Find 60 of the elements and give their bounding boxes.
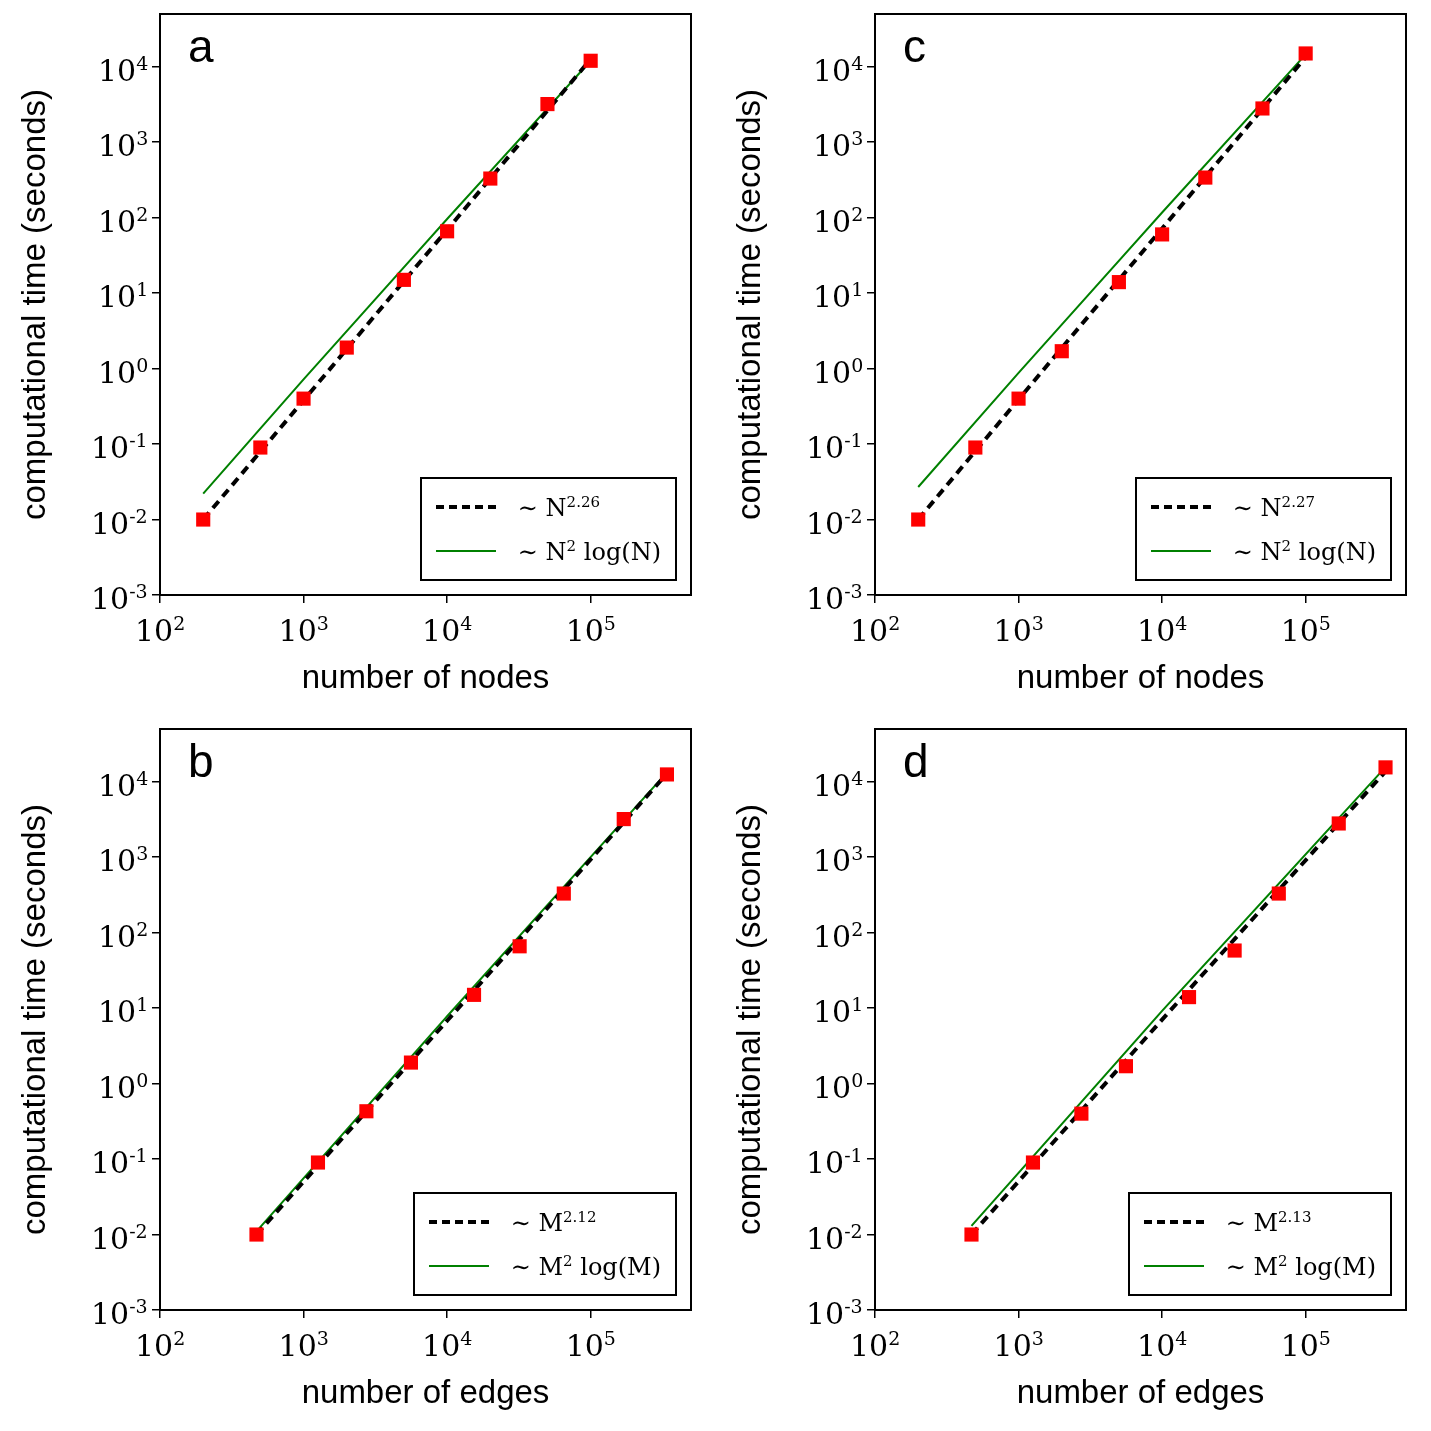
x-tick-label: 10$^{3}$ [278, 611, 329, 649]
legend-label: ∼ M$^{2}$ log(M) [1225, 1251, 1376, 1281]
y-tick-label: 10$^{0}$ [813, 352, 864, 391]
annotation: c [903, 19, 926, 72]
y-tick-label: 10$^{-2}$ [806, 1218, 863, 1257]
x-tick-label: 10$^{5}$ [1280, 1326, 1331, 1364]
legend-label: ∼ N$^{2.27}$ [1232, 492, 1316, 522]
y-tick-label: 10$^{-2}$ [91, 1218, 148, 1257]
x-tick-label: 10$^{5}$ [1280, 611, 1331, 649]
x-tick-label: 10$^{4}$ [1137, 611, 1188, 649]
x-tick-label: 10$^{3}$ [278, 1326, 329, 1364]
x-axis-title: number of edges [301, 1373, 550, 1411]
annotation: a [188, 19, 214, 72]
y-tick-label: 10$^{4}$ [98, 50, 149, 89]
legend-label: ∼ N$^{2.26}$ [517, 492, 601, 522]
y-axis-title: computational time (seconds) [14, 88, 52, 521]
x-tick-label: 10$^{5}$ [565, 1326, 616, 1364]
y-tick-label: 10$^{3}$ [813, 841, 864, 880]
y-tick-label: 10$^{1}$ [98, 992, 149, 1031]
y-tick-label: 10$^{2}$ [98, 916, 149, 955]
y-tick-label: 10$^{-2}$ [806, 503, 863, 542]
x-axis-title: number of nodes [301, 658, 550, 696]
y-tick-label: 10$^{-1}$ [806, 1143, 863, 1182]
y-tick-label: 10$^{3}$ [98, 126, 149, 165]
y-tick-label: 10$^{-2}$ [91, 503, 148, 542]
y-tick-label: 10$^{1}$ [813, 992, 864, 1031]
y-tick-label: 10$^{2}$ [813, 916, 864, 955]
y-tick-label: 10$^{4}$ [813, 765, 864, 804]
y-tick-label: 10$^{4}$ [813, 50, 864, 89]
legend-label: ∼ M$^{2.13}$ [1225, 1207, 1312, 1237]
y-axis-title: computational time (seconds) [14, 803, 52, 1236]
y-axis-title: computational time (seconds) [729, 803, 767, 1236]
y-tick-label: 10$^{0}$ [813, 1067, 864, 1106]
x-tick-label: 10$^{5}$ [565, 611, 616, 649]
y-tick-label: 10$^{-1}$ [91, 428, 148, 467]
x-axis-title: number of edges [1016, 1373, 1265, 1411]
x-tick-label: 10$^{4}$ [1137, 1326, 1188, 1364]
y-tick-label: 10$^{4}$ [98, 765, 149, 804]
y-tick-label: 10$^{2}$ [813, 201, 864, 240]
x-tick-label: 10$^{3}$ [993, 1326, 1044, 1364]
y-tick-label: 10$^{-1}$ [91, 1143, 148, 1182]
legend-label: ∼ M$^{2}$ log(M) [510, 1251, 661, 1281]
x-tick-label: 10$^{4}$ [422, 1326, 473, 1364]
y-tick-label: 10$^{-1}$ [806, 428, 863, 467]
legend-label: ∼ M$^{2.12}$ [510, 1207, 597, 1237]
y-tick-label: 10$^{0}$ [98, 1067, 149, 1106]
y-tick-label: 10$^{1}$ [813, 277, 864, 316]
y-tick-label: 10$^{0}$ [98, 352, 149, 391]
annotation: b [188, 734, 214, 787]
x-tick-label: 10$^{3}$ [993, 611, 1044, 649]
legend-label: ∼ N$^{2}$ log(N) [517, 536, 661, 566]
legend-label: ∼ N$^{2}$ log(N) [1232, 536, 1376, 566]
y-tick-label: 10$^{3}$ [813, 126, 864, 165]
annotation: d [903, 734, 929, 787]
x-axis-title: number of nodes [1016, 658, 1265, 696]
x-tick-label: 10$^{4}$ [422, 611, 473, 649]
y-tick-label: 10$^{2}$ [98, 201, 149, 240]
y-axis-title: computational time (seconds) [729, 88, 767, 521]
y-tick-label: 10$^{3}$ [98, 841, 149, 880]
y-tick-label: 10$^{1}$ [98, 277, 149, 316]
